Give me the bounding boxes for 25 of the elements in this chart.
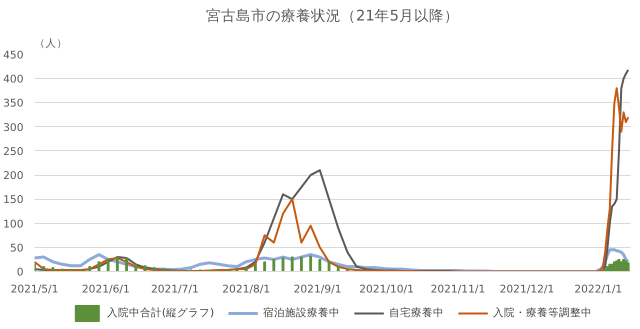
y-tick-label: 150: [3, 193, 24, 206]
x-tick-label: 2021/9/1: [294, 282, 342, 296]
x-tick-label: 2021/8/1: [222, 282, 270, 296]
y-axis-title: （人）: [34, 36, 68, 50]
x-tick-label: 2021/12/1: [500, 282, 554, 296]
y-tick-label: 250: [3, 144, 24, 158]
y-tick-label: 450: [3, 48, 24, 62]
x-tick-label: 2021/10/1: [359, 282, 414, 296]
y-tick-label: 350: [3, 96, 24, 110]
legend-label: 入院中合計(縦グラフ): [106, 306, 214, 320]
y-tick-label: 100: [3, 217, 24, 230]
legend-label: 入院・療養等調整中: [493, 306, 592, 320]
x-tick-label: 2022/1/1: [574, 282, 622, 296]
chart-title: 宮古島市の療養状況（21年5月以降）: [206, 8, 459, 24]
y-tick-label: 300: [3, 120, 24, 134]
y-tick-label: 50: [10, 241, 24, 254]
y-tick-label: 0: [16, 266, 24, 278]
x-tick-label: 2021/5/1: [10, 282, 58, 296]
y-tick-label: 400: [3, 72, 24, 86]
x-tick-label: 2021/11/1: [430, 282, 486, 296]
y-tick-label: 200: [3, 169, 24, 182]
legend-label: 自宅療養中: [389, 306, 444, 320]
x-tick-label: 2021/6/1: [82, 282, 130, 296]
x-tick-label: 2021/7/1: [150, 282, 199, 296]
legend-label: 宿泊施設療養中: [263, 306, 340, 320]
